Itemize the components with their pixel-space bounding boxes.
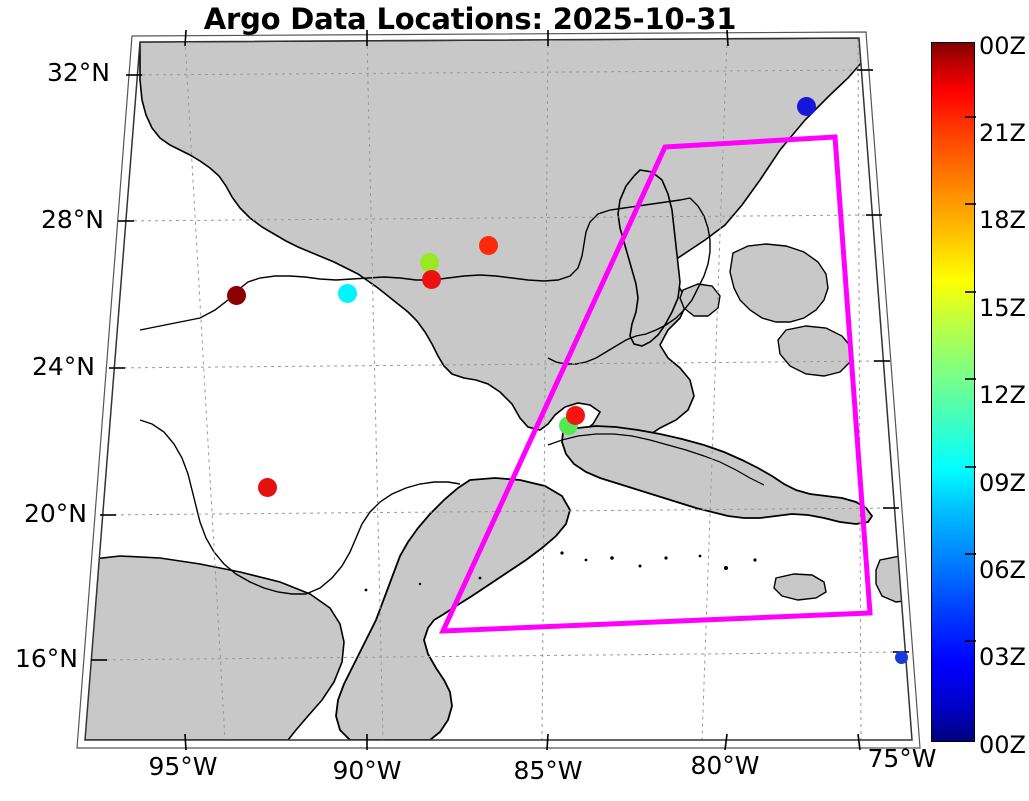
axis-tick-label-lon: 80°W xyxy=(690,751,760,780)
map-geography xyxy=(85,38,912,740)
bathymetry-contour-florida-keys xyxy=(547,335,637,365)
axis-tick-label-lat: 32°N xyxy=(46,58,110,87)
colorbar-tick-label: 00Z xyxy=(979,32,1026,60)
data-marker[interactable] xyxy=(419,252,439,272)
colorbar-tick-label: 03Z xyxy=(979,643,1026,671)
axis-tick-label-lat: 20°N xyxy=(23,499,87,528)
graticule-grid xyxy=(91,38,903,740)
study-region-box xyxy=(439,134,873,634)
map-frame xyxy=(84,37,913,741)
data-marker[interactable] xyxy=(478,235,498,255)
axis-tick-label-lon: 75°W xyxy=(867,744,937,773)
landmass-bahamas xyxy=(729,243,829,323)
axis-tick-label-lat: 16°N xyxy=(14,644,78,673)
colorbar-tick-label: 21Z xyxy=(979,119,1026,147)
colorbar-ticks xyxy=(965,116,976,642)
axis-tick-label-lat: 28°N xyxy=(40,205,104,234)
bathymetry-contour-gulf xyxy=(139,197,691,331)
axis-tick-label-lon: 95°W xyxy=(148,752,218,781)
frame-ticks xyxy=(91,29,909,751)
small-islands xyxy=(364,551,757,592)
data-marker[interactable] xyxy=(226,285,246,305)
data-marker[interactable] xyxy=(421,269,441,289)
colorbar-tick-label: 00Z xyxy=(979,731,1026,759)
colorbar[interactable] xyxy=(931,42,975,742)
landmass-yucatan xyxy=(335,477,571,740)
data-marker[interactable] xyxy=(337,283,357,303)
colorbar-tick-label: 12Z xyxy=(979,381,1026,409)
landmass-cuba xyxy=(561,425,874,525)
bathymetry-contour-cuba-north xyxy=(547,433,765,486)
landmass-jamaica xyxy=(773,573,827,601)
data-marker[interactable] xyxy=(565,405,585,425)
bathymetry-contour-yucatan xyxy=(305,481,461,595)
colorbar-tick-label: 06Z xyxy=(979,556,1026,584)
data-marker[interactable] xyxy=(894,650,908,664)
axis-tick-label-lon: 85°W xyxy=(513,756,583,785)
map-frame-outer xyxy=(76,31,921,749)
colorbar-tick-label: 15Z xyxy=(979,294,1026,322)
data-marker[interactable] xyxy=(796,96,816,116)
bathymetry-contour-west xyxy=(139,419,306,595)
colorbar-tick-label: 18Z xyxy=(979,206,1026,234)
page-title: Argo Data Locations: 2025-10-31 xyxy=(203,2,737,36)
bathymetry-contour-florida-shelf xyxy=(635,197,711,337)
data-marker[interactable] xyxy=(257,477,277,497)
colorbar-tick-label: 09Z xyxy=(979,469,1026,497)
landmass-bahamas-south xyxy=(777,325,853,377)
landmass-bahamas-grand xyxy=(679,283,721,317)
axis-tick-label-lat: 24°N xyxy=(31,352,95,381)
axis-tick-label-lon: 90°W xyxy=(332,756,402,785)
landmass-central-america xyxy=(85,555,345,740)
